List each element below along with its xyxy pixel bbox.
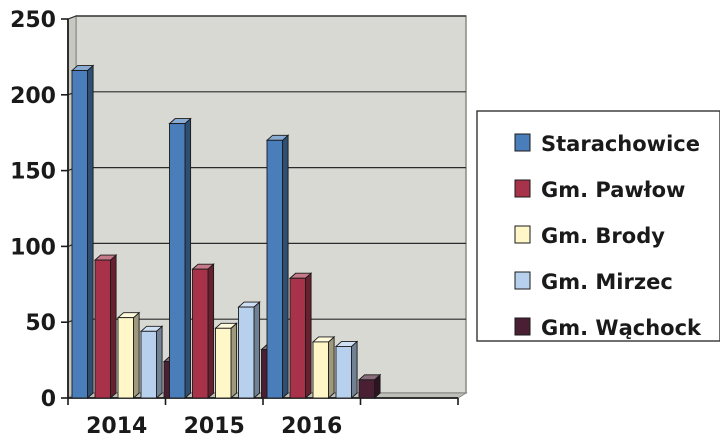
legend-swatch (514, 133, 531, 152)
legend: Starachowice Gm. Pawłow Gm. Brody Gm. Mirze… (476, 110, 720, 342)
bar (311, 335, 336, 400)
gridline-side (67, 15, 77, 20)
x-tick-label: 2016 (281, 414, 342, 439)
legend-item: Gm. Brody (514, 224, 665, 248)
bar (70, 64, 95, 400)
y-tick-label: 200 (10, 84, 56, 109)
legend-swatch (514, 225, 531, 244)
bar (214, 322, 238, 400)
legend-item: Gm. Pawłow (514, 178, 685, 202)
legend-swatch (514, 317, 531, 336)
bar (191, 263, 215, 400)
legend-label: Gm. Pawłow (541, 178, 685, 202)
legend-swatch (514, 179, 531, 198)
legend-item: Gm. Wąchock (514, 316, 702, 340)
x-tick-label: 2015 (184, 414, 245, 439)
legend-item: Starachowice (514, 132, 700, 156)
bar (93, 254, 118, 400)
bar (357, 373, 382, 400)
bar (116, 311, 141, 400)
legend-label: Gm. Brody (541, 224, 665, 248)
legend-label: Starachowice (541, 132, 700, 156)
bar (139, 325, 164, 400)
legend-label: Gm. Mirzec (541, 270, 673, 294)
bar (334, 340, 359, 400)
bar (265, 134, 290, 400)
y-tick-label: 50 (25, 311, 56, 336)
plot-area: 0 50 100 150 200 250 2014 2015 2016 (10, 8, 468, 439)
bar (288, 272, 313, 400)
y-tick-label: 250 (10, 8, 56, 33)
legend-swatch (514, 271, 531, 290)
y-tick-label: 0 (41, 387, 56, 412)
x-tick-label: 2014 (86, 414, 147, 439)
y-tick-label: 100 (10, 235, 56, 260)
legend-label: Gm. Wąchock (541, 316, 702, 340)
y-tick-label: 150 (10, 160, 56, 185)
legend-item: Gm. Mirzec (514, 270, 673, 294)
bar (168, 117, 192, 400)
bar (237, 301, 261, 400)
